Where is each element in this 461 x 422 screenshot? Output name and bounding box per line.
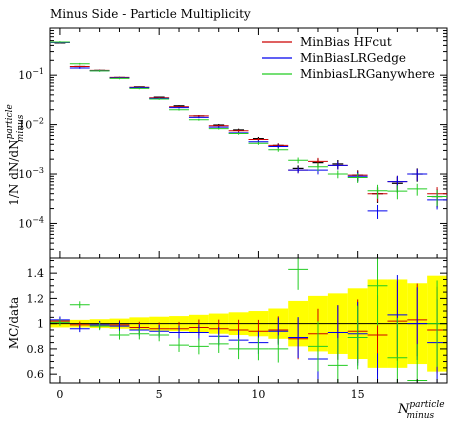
main-y-axis-title-sup: particle	[5, 104, 15, 139]
ratio-y-axis-title: MC/data	[7, 297, 21, 349]
main-y-tick-label: 10−4	[18, 215, 44, 230]
main-plot-area: 10−4 10−3 10−2 10−1	[18, 27, 448, 259]
ratio-series-2	[50, 258, 447, 383]
legend-label: MinBiasLRGedge	[300, 51, 406, 65]
ratio-plot-frame	[49, 257, 448, 384]
ratio-y-tick-label: 1.2	[27, 292, 45, 305]
chart-title: Minus Side - Particle Multiplicity	[50, 7, 251, 21]
main-y-axis-title: 1/N dN/dNparticleminus	[5, 104, 26, 206]
ratio-y-tick-label: 0.6	[27, 368, 45, 381]
main-y-tick-label: 10−2	[18, 117, 44, 132]
main-series-0	[50, 41, 447, 204]
legend-label: MinbiasLRGanywhere	[300, 67, 435, 81]
x-tick-label: 15	[351, 388, 365, 401]
ratio-y-tick-label: 0.8	[27, 343, 45, 356]
x-axis-title-main: N	[397, 402, 410, 417]
main-y-axis-title-main: 1/N dN/dN	[7, 139, 21, 205]
main-y-tick-label: 10−1	[18, 67, 44, 82]
legend: MinBias HFcut MinBiasLRGedge MinbiasLRGany…	[262, 35, 435, 81]
x-tick-label: 0	[56, 388, 63, 401]
ratio-plot-area: 0.6 0.8 1 1.2 1.4 0 5 10 15	[27, 257, 448, 401]
x-axis-title: Nparticle minus	[397, 400, 445, 421]
x-tick-label: 5	[156, 388, 163, 401]
legend-label: MinBias HFcut	[300, 35, 392, 49]
main-series-2	[50, 41, 447, 207]
x-axis-title-sub: minus	[407, 411, 435, 421]
main-y-tick-label: 10−3	[18, 166, 44, 181]
ratio-y-tick-label: 1.4	[27, 267, 45, 280]
main-y-axis-title-sub: minus	[16, 114, 26, 142]
x-tick-label: 10	[251, 388, 265, 401]
x-axis-title-sup: particle	[409, 400, 444, 410]
ratio-y-tick-label: 1	[37, 318, 44, 331]
